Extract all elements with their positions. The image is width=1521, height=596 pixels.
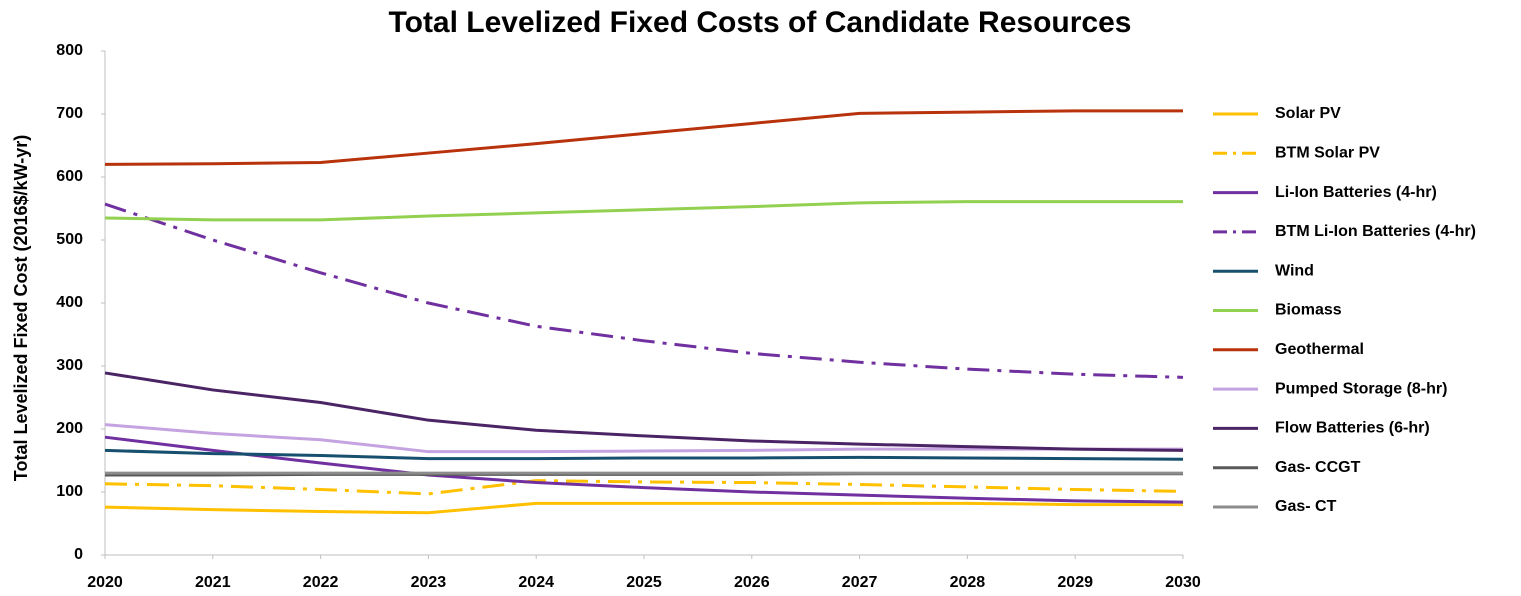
x-tick-label: 2020	[87, 574, 123, 591]
chart-title: Total Levelized Fixed Costs of Candidate…	[389, 6, 1132, 39]
x-tick-label: 2021	[195, 574, 231, 591]
legend-label: BTM Solar PV	[1275, 145, 1380, 162]
legend-label: Li-Ion Batteries (4-hr)	[1275, 184, 1437, 201]
y-tick-label: 400	[56, 294, 83, 311]
y-tick-label: 100	[56, 483, 83, 500]
series-line	[104, 423, 1183, 454]
series-line	[104, 435, 1184, 504]
x-tick-label: 2025	[626, 574, 662, 591]
y-axis-label: Total Levelized Fixed Cost (2016$/kW-yr)	[11, 135, 31, 481]
series-line	[104, 448, 1184, 461]
legend-label: BTM Li-Ion Batteries (4-hr)	[1275, 223, 1476, 240]
series-line	[104, 479, 1184, 496]
legend-label: Biomass	[1275, 302, 1342, 319]
x-tick-label: 2029	[1057, 574, 1093, 591]
x-tick-label: 2028	[950, 574, 986, 591]
series-line	[104, 109, 1183, 166]
legend-label: Flow Batteries (6-hr)	[1275, 420, 1430, 437]
x-tick-label: 2022	[303, 574, 339, 591]
x-tick-label: 2023	[411, 574, 447, 591]
y-tick-label: 200	[56, 420, 83, 437]
legend-label: Geothermal	[1275, 341, 1364, 358]
legend-label: Gas- CT	[1275, 498, 1337, 515]
x-tick-label: 2024	[518, 574, 554, 591]
series-line	[104, 200, 1183, 222]
series-line	[104, 371, 1184, 452]
y-tick-label: 800	[56, 42, 83, 59]
y-tick-label: 700	[56, 105, 83, 122]
x-tick-label: 2026	[734, 574, 770, 591]
y-tick-label: 500	[56, 231, 83, 248]
legend-label: Gas- CCGT	[1275, 459, 1361, 476]
x-tick-label: 2027	[842, 574, 878, 591]
series-line	[104, 501, 1183, 515]
y-tick-label: 600	[56, 168, 83, 185]
y-tick-label: 300	[56, 357, 83, 374]
y-tick-label: 0	[74, 546, 83, 563]
series-line	[104, 202, 1184, 379]
x-tick-label: 2030	[1165, 574, 1201, 591]
legend-label: Wind	[1275, 262, 1314, 279]
legend-label: Pumped Storage (8-hr)	[1275, 380, 1447, 397]
legend-label: Solar PV	[1275, 105, 1341, 122]
